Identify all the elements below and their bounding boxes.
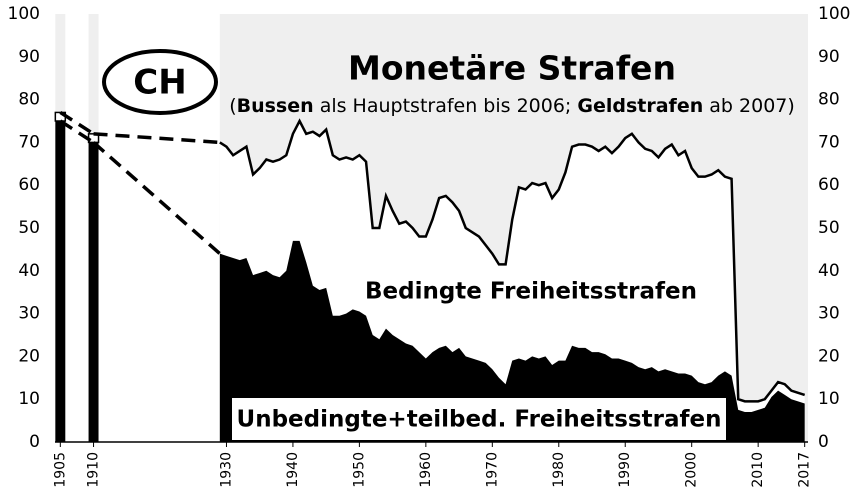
x-tick-label: 1980 — [551, 452, 567, 488]
y2-tick-label: 10 — [818, 389, 840, 409]
y2-tick-label: 100 — [818, 4, 850, 24]
interpolation-dash — [59, 119, 95, 144]
y-tick-label: 30 — [18, 304, 40, 324]
y-tick-label: 90 — [18, 47, 40, 67]
area — [219, 240, 805, 442]
series-label: Unbedingte+teilbed. Freiheitsstrafen — [237, 407, 722, 433]
country-badge — [102, 49, 218, 115]
note-part: als Hauptstrafen bis 2006; — [314, 95, 578, 117]
bar — [55, 121, 66, 442]
bar — [88, 142, 99, 442]
monetary-label: Monetäre Strafen — [348, 49, 676, 88]
x-tick-label: 1930 — [218, 452, 234, 488]
y-tick-label: 40 — [18, 261, 40, 281]
y2-tick-label: 20 — [818, 346, 840, 366]
y2-tick-label: 40 — [818, 261, 840, 281]
monetary-column — [55, 14, 66, 113]
y2-tick-label: 70 — [818, 132, 840, 152]
note-part: Bussen — [237, 95, 314, 117]
area — [219, 121, 805, 413]
interpolation-dash — [93, 132, 220, 145]
y-tick-label: 0 — [29, 432, 40, 452]
note-part: ( — [229, 95, 236, 117]
note-part: Geldstrafen — [577, 95, 703, 117]
interpolation-dash — [59, 110, 95, 136]
interpolation-dash — [92, 141, 221, 255]
x-tick-label: 2010 — [750, 452, 766, 488]
y-tick-label: 100 — [8, 4, 40, 24]
country-label: CH — [133, 63, 186, 103]
series-label-box — [232, 398, 726, 440]
y-tick-label: 60 — [18, 175, 40, 195]
y2-tick-label: 0 — [818, 432, 829, 452]
x-tick-label: 2000 — [684, 452, 700, 488]
upper-line — [219, 118, 806, 403]
note-part: ab 2007) — [703, 95, 795, 117]
y-tick-label: 70 — [18, 132, 40, 152]
series-label: Bedingte Freiheitsstrafen — [365, 279, 697, 305]
x-tick-label: 1990 — [617, 452, 633, 488]
y2-tick-label: 50 — [818, 218, 840, 238]
x-tick-label: 1940 — [285, 452, 301, 488]
y-tick-label: 20 — [18, 346, 40, 366]
monetary-note: (Bussen als Hauptstrafen bis 2006; Gelds… — [229, 95, 795, 117]
y-tick-label: 80 — [18, 90, 40, 110]
y2-tick-label: 30 — [818, 304, 840, 324]
x-tick-label: 1910 — [86, 452, 102, 488]
x-tick-label: 1905 — [52, 452, 68, 488]
x-tick-label: 1960 — [418, 452, 434, 488]
monetary-column — [88, 14, 99, 134]
x-tick-label: 2017 — [797, 452, 813, 488]
x-tick-label: 1950 — [351, 452, 367, 488]
y2-tick-label: 60 — [818, 175, 840, 195]
y-tick-label: 10 — [18, 389, 40, 409]
y-tick-label: 50 — [18, 218, 40, 238]
y2-tick-label: 80 — [818, 90, 840, 110]
x-tick-label: 1970 — [484, 452, 500, 488]
y2-tick-label: 90 — [818, 47, 840, 67]
